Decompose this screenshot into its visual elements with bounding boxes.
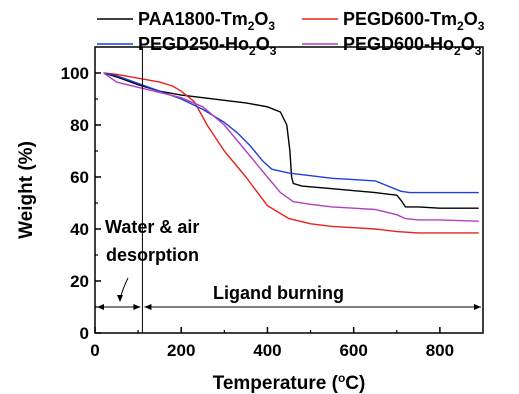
y-tick-label: 100	[61, 64, 89, 83]
legend-label-2: PEGD600-Tm2O3	[343, 9, 485, 33]
ligand-arrow-head-right	[474, 304, 481, 310]
x-tick-label: 400	[253, 341, 281, 360]
series-line-4	[103, 72, 479, 222]
plot-border	[94, 46, 484, 334]
x-tick-label: 200	[167, 341, 195, 360]
series-line-2	[103, 72, 479, 234]
x-axis-title: Temperature (oC)	[213, 371, 366, 394]
y-tick-label: 0	[80, 324, 89, 343]
series-line-1	[103, 72, 479, 209]
ligand-arrow-head-left	[144, 304, 152, 310]
y-axis-title: Weight (%)	[16, 141, 37, 239]
y-tick-label: 80	[70, 116, 89, 135]
annotations: Water & air desorption Ligand burning	[97, 47, 481, 333]
x-tick-label: 0	[90, 341, 99, 360]
legend-label-3: PEGD250-Ho2O3	[138, 34, 277, 58]
y-tick-label: 20	[70, 272, 89, 291]
axis-ticks: 0 200 400 600 800 0 20 40 60 80 100	[61, 64, 454, 360]
plot-frame	[94, 46, 484, 334]
legend-label-4: PEGD600-Ho2O3	[343, 34, 482, 58]
series-layer	[103, 72, 479, 234]
y-tick-label: 60	[70, 168, 89, 187]
annotation-water-air: Water & air	[105, 217, 199, 237]
legend-label-1: PAA1800-Tm2O3	[138, 9, 275, 33]
annotation-ligand-burning: Ligand burning	[213, 283, 344, 303]
desorption-pointer-head	[117, 295, 123, 302]
x-tick-label: 800	[426, 341, 454, 360]
desorption-arrow-head-right	[133, 304, 141, 310]
y-tick-label: 40	[70, 220, 89, 239]
x-tick-label: 600	[339, 341, 367, 360]
annotation-desorption: desorption	[106, 245, 199, 265]
legend: PAA1800-Tm2O3 PEGD600-Tm2O3 PEGD250-Ho2O3 P…	[97, 9, 485, 58]
desorption-arrow-head-left	[97, 304, 104, 310]
